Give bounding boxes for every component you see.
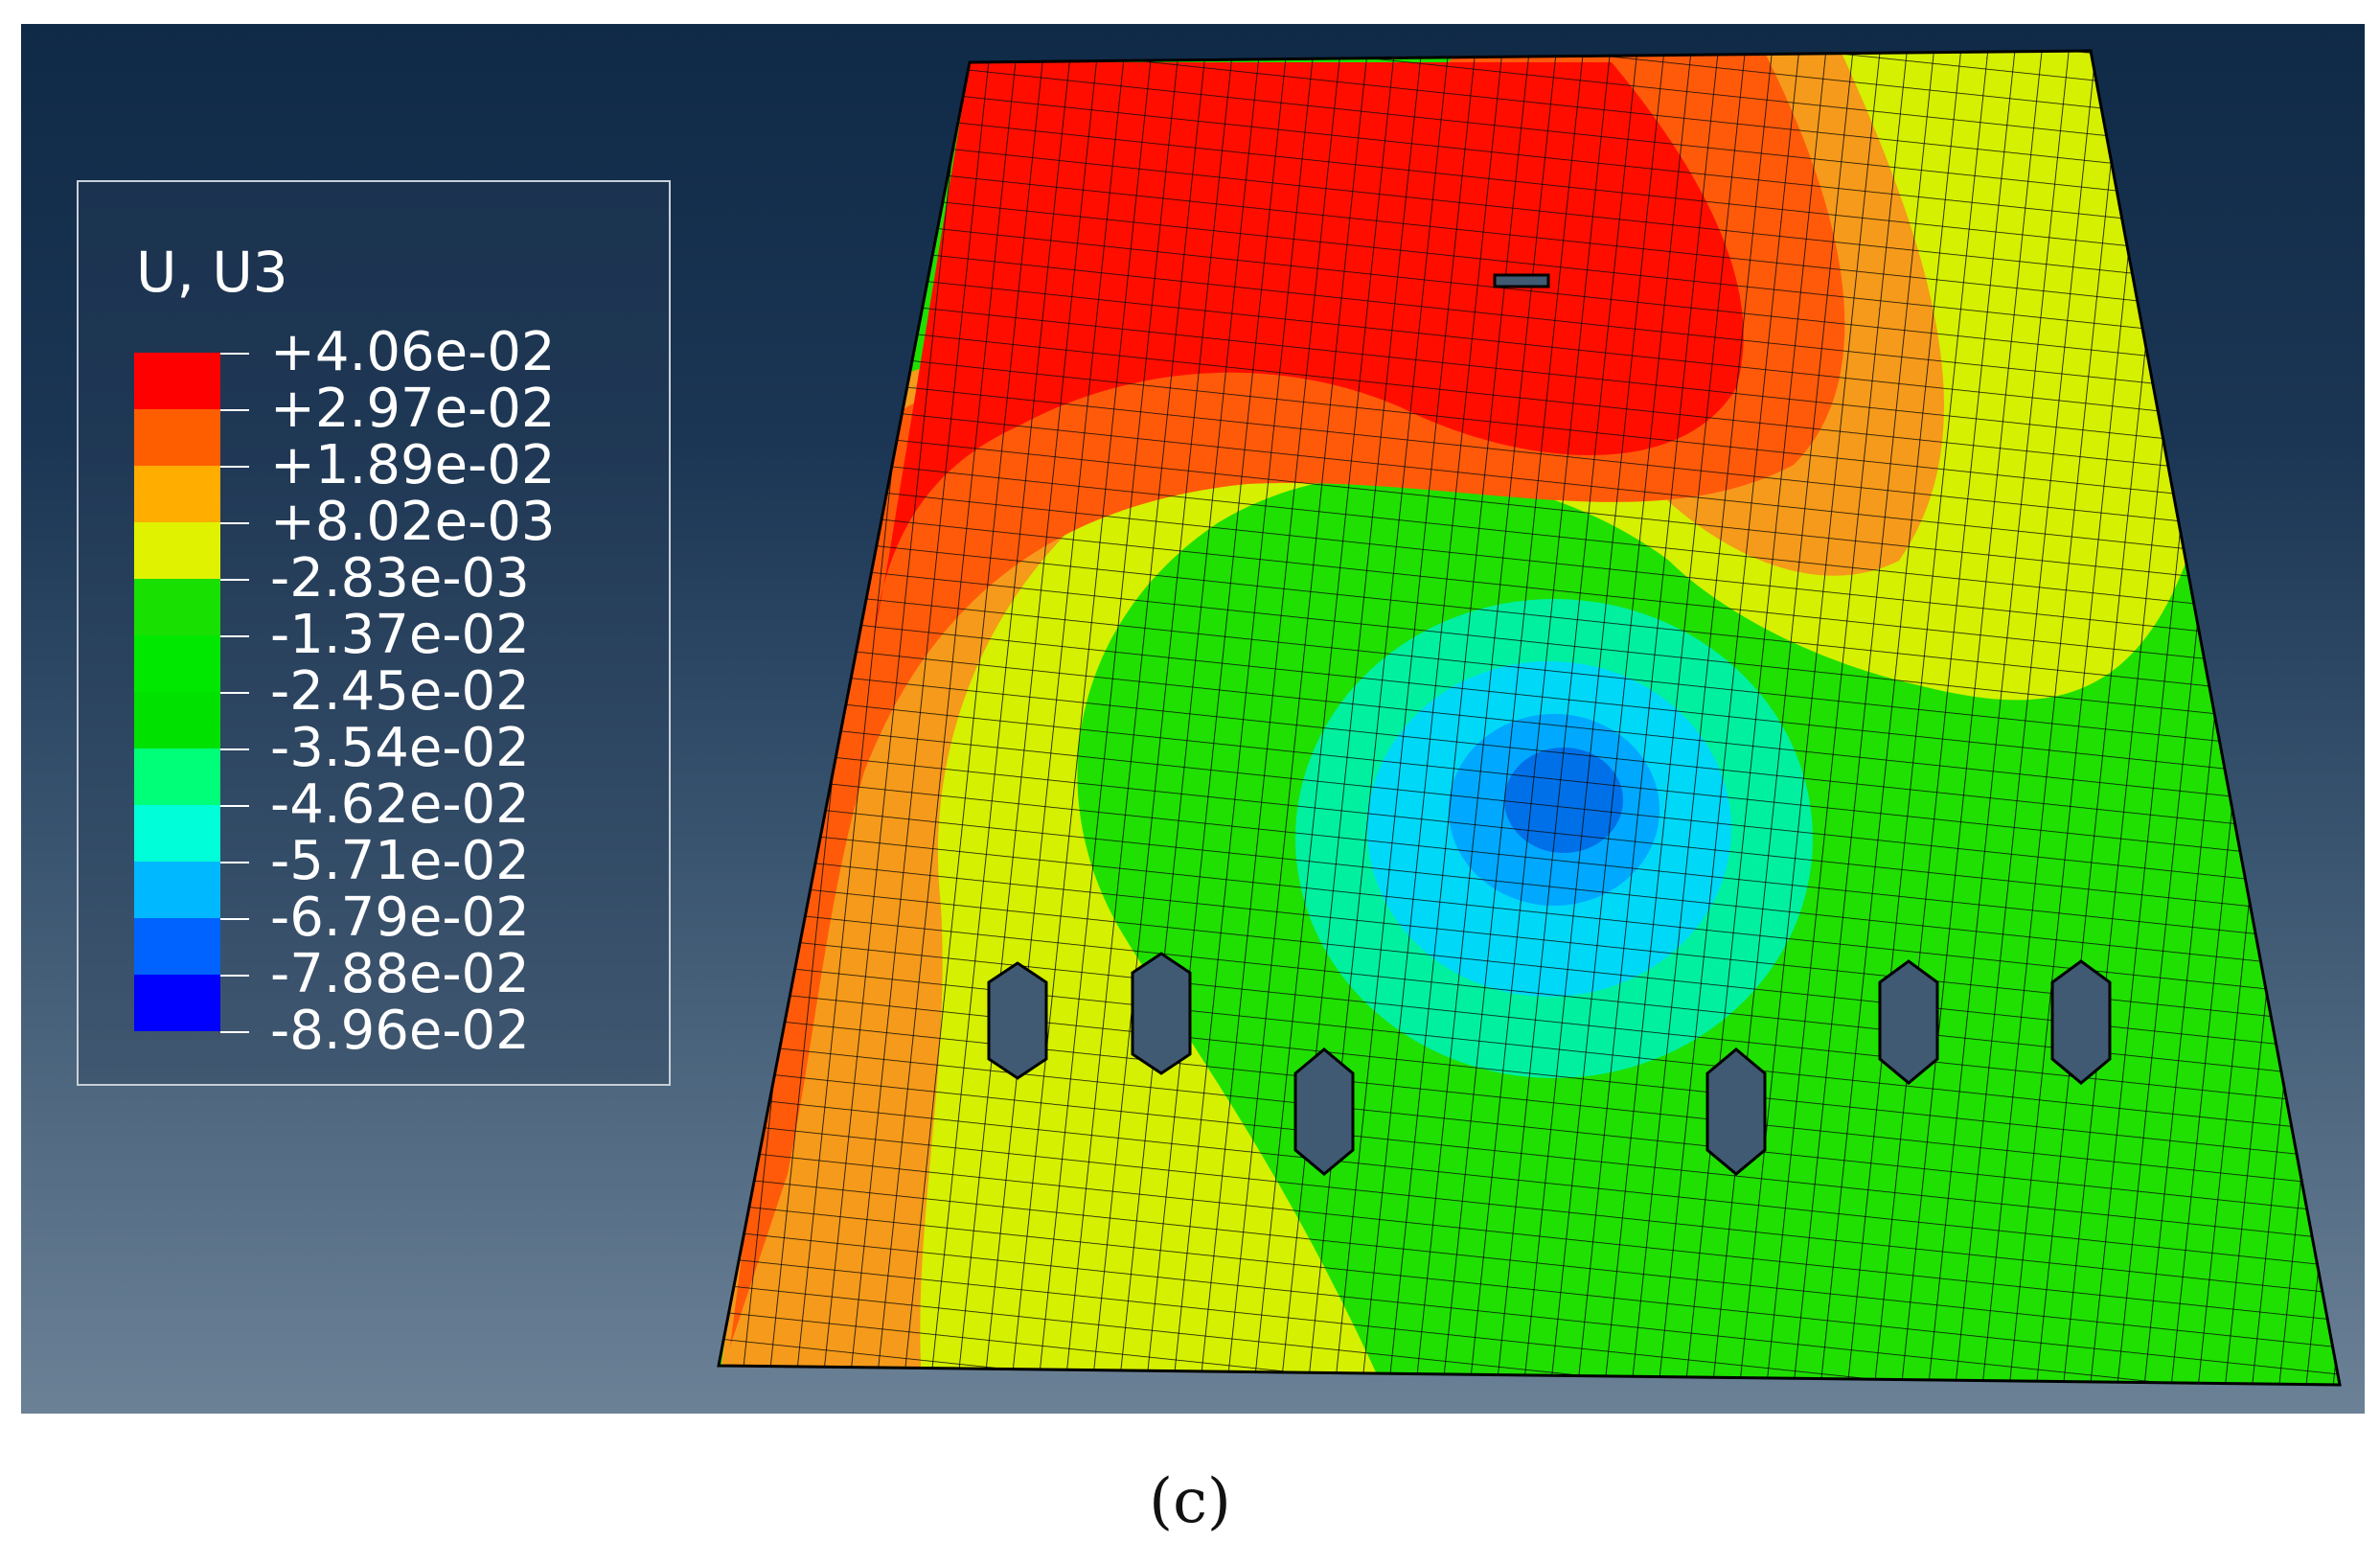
legend-tick-label: -5.71e-02 [270, 830, 530, 892]
hexagon-hole [1878, 959, 1939, 1085]
legend-swatch [134, 635, 220, 692]
legend-tick-label: -1.37e-02 [270, 604, 530, 666]
legend-tick [220, 409, 249, 411]
legend-tick [220, 466, 249, 468]
legend-tick-label: -3.54e-02 [270, 717, 530, 779]
hexagon-hole [2050, 959, 2112, 1085]
legend-swatch [134, 692, 220, 748]
legend-tick-label: -2.45e-02 [270, 660, 530, 723]
legend-tick-label: -6.79e-02 [270, 886, 530, 949]
legend-tick-label: +1.89e-02 [270, 434, 556, 496]
legend-swatch [134, 862, 220, 918]
legend-tick [220, 748, 249, 750]
legend-tick [220, 862, 249, 863]
hexagon-hole [1293, 1047, 1355, 1176]
legend-tick-label: -2.83e-03 [270, 547, 530, 610]
hexagon-hole [987, 961, 1048, 1080]
legend-title: U, U3 [136, 240, 288, 305]
legend-tick [220, 353, 249, 355]
hexagon-hole [1131, 952, 1192, 1075]
hexagonal-openings [987, 952, 2112, 1176]
legend-swatch [134, 805, 220, 862]
legend-tick [220, 918, 249, 920]
mesh-grid [719, 51, 2340, 1385]
legend-tick [220, 975, 249, 977]
legend-tick-label: +4.06e-02 [270, 321, 556, 383]
legend-swatch [134, 748, 220, 805]
slot-opening [1493, 273, 1550, 288]
fem-plate-contour [717, 49, 2342, 1387]
legend-tick-label: -4.62e-02 [270, 773, 530, 836]
legend-swatch [134, 918, 220, 975]
legend-swatch [134, 522, 220, 579]
legend-tick [220, 635, 249, 637]
legend-tick [220, 1031, 249, 1033]
legend-swatch [134, 975, 220, 1031]
legend-swatch [134, 409, 220, 466]
plate-outline [717, 49, 2342, 1387]
legend-tick-label: +2.97e-02 [270, 378, 556, 440]
legend-tick [220, 805, 249, 807]
legend-swatch [134, 466, 220, 522]
legend-tick-label: +8.02e-03 [270, 491, 556, 553]
hexagon-hole [1705, 1047, 1767, 1176]
legend-tick-label: -8.96e-02 [270, 1000, 530, 1062]
legend-swatch [134, 579, 220, 635]
figure-caption: (c) [1149, 1466, 1231, 1537]
legend-tick [220, 579, 249, 581]
legend-tick [220, 692, 249, 694]
legend-tick [220, 522, 249, 524]
legend-swatch [134, 353, 220, 409]
legend-tick-label: -7.88e-02 [270, 943, 530, 1005]
viewport: U, U3 +4.06e-02 +2.97e-02 +1.89e-02 +8.02e-… [21, 24, 2365, 1414]
legend: U, U3 +4.06e-02 +2.97e-02 +1.89e-02 +8.02e-… [77, 180, 671, 1086]
